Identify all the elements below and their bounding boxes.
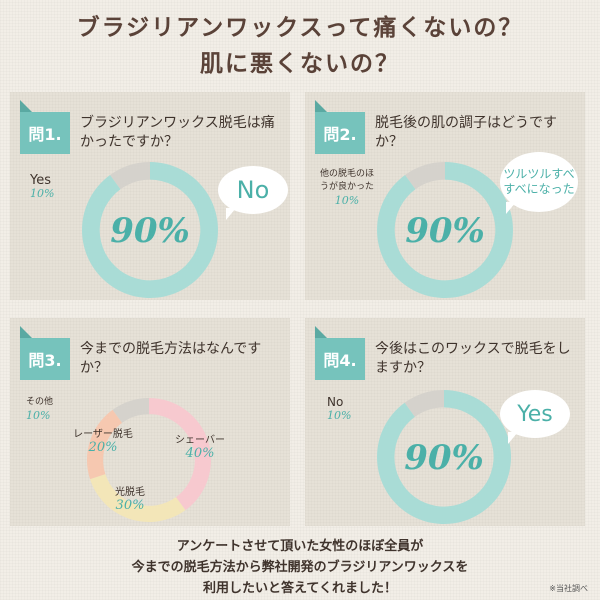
footer-line-1: アンケートさせて頂いた女性のほぼ全員が — [176, 539, 424, 554]
center-value-4: 90% — [404, 438, 484, 478]
category-label: No — [327, 395, 344, 409]
question-text-2: 脱毛後の肌の調子はどうですか？ — [375, 115, 557, 150]
question-text-4: 今後はこのワックスで脱毛をしますか？ — [375, 341, 571, 376]
answer-bubble-1: No — [218, 166, 288, 220]
survey-panel-3: 問3. 今までの脱毛方法はなんですか？ その他 10% シェーバー 40% 光脱… — [10, 318, 290, 526]
donut-chart-4: 90% — [377, 390, 511, 524]
survey-panel-4: 問4. 今後はこのワックスで脱毛をしますか？ 90% No 10% Yes — [305, 318, 585, 526]
slice-3-1 — [149, 398, 211, 511]
donut-chart-2: 90% — [377, 162, 513, 298]
donut-chart-1: 90% — [81, 162, 218, 298]
answer-bubble-2: ツルツルすべすべになった — [500, 152, 578, 214]
slice-2-0 — [405, 162, 445, 190]
slice-label-1-0: Yes 10% — [30, 174, 54, 200]
percent-label: 10% — [30, 187, 55, 200]
percent-label: 30% — [115, 498, 145, 513]
footer-line-3: 利用したいと答えてくれました！ — [203, 581, 397, 596]
slice-label-3-0: その他 10% — [26, 396, 53, 422]
main-title-line-1: ブラジリアンワックスって痛くないの？ — [76, 14, 524, 41]
slice-label-3-2: 光脱毛 30% — [105, 486, 155, 512]
slice-4-0 — [404, 390, 444, 417]
slice-label-2-0: 他の脱毛のほうが良かった 10% — [319, 168, 375, 207]
slice-3-0 — [112, 398, 149, 423]
question-text-1: ブラジリアンワックス脱毛は痛かったですか？ — [80, 115, 275, 150]
category-label: 他の脱毛のほうが良かった — [319, 169, 374, 192]
answer-bubble-4: Yes — [500, 390, 570, 444]
source-note: ※当社調べ — [549, 584, 588, 593]
question-tab-2: 問2. — [315, 100, 365, 154]
slice-label-4-0: No 10% — [327, 395, 352, 423]
category-label: その他 — [26, 397, 54, 407]
slice-3-3 — [87, 409, 123, 480]
percent-label: 10% — [334, 194, 360, 207]
donut-chart-3 — [87, 398, 211, 522]
percent-label: 20% — [88, 440, 118, 455]
percent-label: 10% — [327, 409, 352, 422]
survey-panel-1: 問1. ブラジリアンワックス脱毛は痛かったですか？ 90% Yes 10% No — [10, 92, 290, 300]
main-title-line-2: 肌に悪くないの？ — [200, 50, 400, 77]
question-tab-1: 問1. — [20, 100, 70, 154]
footer-line-2: 今までの脱毛方法から弊社開発のブラジリアンワックスを — [131, 560, 469, 575]
category-label: 光脱毛 — [115, 487, 145, 498]
slice-3-2 — [90, 474, 186, 522]
category-label: Yes — [30, 173, 51, 188]
category-label: レーザー脱毛 — [73, 429, 133, 440]
question-text-3: 今までの脱毛方法はなんですか？ — [80, 341, 262, 376]
category-label: シェーバー — [175, 435, 225, 446]
slice-label-3-1: シェーバー 40% — [170, 434, 230, 460]
center-value-2: 90% — [405, 211, 485, 251]
survey-panel-2: 問2. 脱毛後の肌の調子はどうですか？ 90% 他の脱毛のほうが良かった 10%… — [305, 92, 585, 300]
question-tab-4: 問4. — [315, 326, 365, 380]
percent-label: 10% — [26, 409, 51, 422]
slice-label-3-3: レーザー脱毛 20% — [68, 428, 138, 454]
center-value-1: 90% — [110, 211, 190, 251]
percent-label: 40% — [185, 446, 215, 461]
question-tab-3: 問3. — [20, 326, 70, 380]
slice-1-0 — [110, 162, 150, 190]
